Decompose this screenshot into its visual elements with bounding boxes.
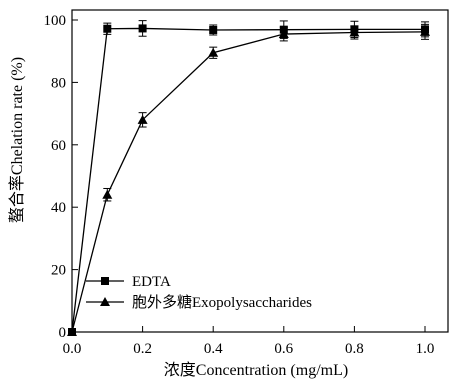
y-tick-label: 40 bbox=[51, 200, 66, 216]
x-axis-title: 浓度Concentration (mg/mL) bbox=[164, 361, 348, 379]
x-tick-label: 1.0 bbox=[416, 341, 435, 357]
data-point bbox=[137, 114, 148, 124]
y-tick-label: 0 bbox=[59, 325, 67, 341]
x-tick-label: 0.4 bbox=[204, 341, 223, 357]
series-line bbox=[71, 27, 425, 333]
x-tick-label: 0.6 bbox=[274, 341, 293, 357]
legend-label: 胞外多糖Exopolysaccharides bbox=[132, 294, 312, 311]
data-point bbox=[420, 26, 430, 36]
legend-marker bbox=[101, 277, 109, 285]
series-exopolysaccharides bbox=[67, 23, 430, 336]
data-point bbox=[208, 47, 219, 57]
x-tick-label: 0.2 bbox=[133, 341, 152, 357]
data-point bbox=[138, 24, 147, 33]
x-tick-label: 0.8 bbox=[345, 341, 364, 357]
y-tick-label: 100 bbox=[44, 13, 67, 29]
x-tick-label: 0.0 bbox=[63, 341, 82, 357]
data-point bbox=[209, 25, 218, 34]
data-point bbox=[278, 29, 289, 39]
data-point bbox=[67, 327, 77, 336]
data-point bbox=[102, 189, 113, 199]
tick-group: 0.0 0.2 0.4 0.6 0.8 1.0 0 20 40 60 80 100 bbox=[44, 13, 435, 357]
plot-frame bbox=[71, 9, 449, 333]
series-edta bbox=[68, 20, 429, 336]
data-point bbox=[103, 24, 112, 33]
legend-label: EDTA bbox=[132, 274, 171, 290]
series-layer bbox=[67, 20, 430, 336]
y-tick-label: 80 bbox=[51, 75, 66, 91]
legend: EDTA 胞外多糖Exopolysaccharides bbox=[86, 274, 312, 311]
y-tick-label: 20 bbox=[51, 263, 66, 279]
y-axis-title: 螯合率Chelation rate (%) bbox=[8, 57, 26, 223]
data-point bbox=[349, 27, 360, 37]
legend-marker bbox=[100, 297, 110, 306]
y-tick-label: 60 bbox=[51, 138, 66, 154]
series-line bbox=[71, 31, 426, 333]
